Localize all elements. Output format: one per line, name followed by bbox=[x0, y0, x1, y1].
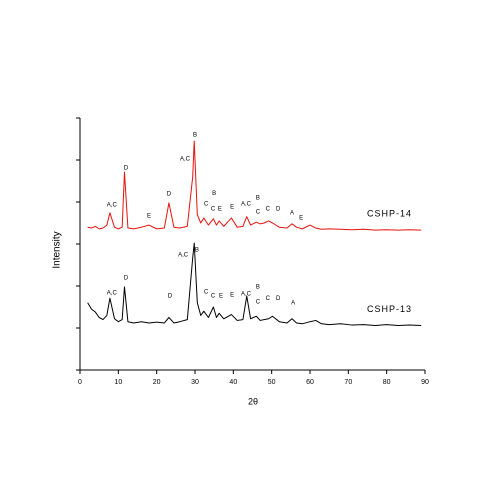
series-line bbox=[87, 242, 422, 326]
series-line bbox=[87, 140, 422, 231]
peak-label: D bbox=[167, 192, 172, 198]
peak-label: C bbox=[204, 202, 209, 208]
x-tick-label: 60 bbox=[306, 379, 314, 386]
peak-label: E bbox=[218, 207, 222, 213]
series-label: CSHP-14 bbox=[367, 209, 412, 219]
peak-label: A,C bbox=[107, 203, 118, 209]
peak-label: A,C bbox=[180, 157, 191, 163]
peak-label: D bbox=[124, 166, 129, 172]
peak-label: D bbox=[276, 296, 281, 302]
peak-label: B bbox=[256, 284, 260, 290]
peak-label: C bbox=[211, 294, 216, 300]
y-axis-label: Intensity bbox=[52, 231, 63, 268]
peak-label: C bbox=[204, 289, 209, 295]
peak-label: D bbox=[168, 294, 173, 300]
peak-label: A,C bbox=[107, 291, 118, 297]
peak-label: E bbox=[299, 216, 303, 222]
peak-label: A bbox=[290, 210, 294, 216]
peak-label: C bbox=[266, 207, 271, 213]
series-label: CSHP-13 bbox=[367, 304, 412, 314]
peak-label: E bbox=[219, 294, 223, 300]
x-tick-label: 70 bbox=[344, 379, 352, 386]
peak-label: D bbox=[276, 207, 281, 213]
x-tick-label: 90 bbox=[421, 379, 429, 386]
x-tick-label: 80 bbox=[383, 379, 391, 386]
peak-label: E bbox=[230, 205, 234, 211]
peak-label: E bbox=[147, 213, 151, 219]
peak-label: A,C bbox=[241, 292, 252, 298]
peak-label: C bbox=[256, 210, 261, 216]
peak-label: D bbox=[124, 276, 129, 282]
peak-label: A,C bbox=[178, 252, 189, 258]
x-tick-label: 40 bbox=[229, 379, 237, 386]
peak-label: A,C bbox=[241, 202, 252, 208]
peak-label: C bbox=[256, 300, 261, 306]
x-tick-label: 0 bbox=[78, 379, 82, 386]
x-tick-label: 10 bbox=[114, 379, 122, 386]
x-axis-label: 2θ bbox=[248, 396, 258, 406]
peak-label: B bbox=[195, 247, 199, 253]
x-tick-label: 20 bbox=[153, 379, 161, 386]
peak-label: B bbox=[256, 195, 260, 201]
peak-label: E bbox=[230, 292, 234, 298]
peak-label: B bbox=[193, 132, 197, 138]
peak-label: C bbox=[211, 207, 216, 213]
x-tick-label: 50 bbox=[268, 379, 276, 386]
peak-label: C bbox=[266, 296, 271, 302]
x-tick-label: 30 bbox=[191, 379, 199, 386]
peak-label: A bbox=[291, 300, 295, 306]
peak-label: B bbox=[212, 191, 216, 197]
